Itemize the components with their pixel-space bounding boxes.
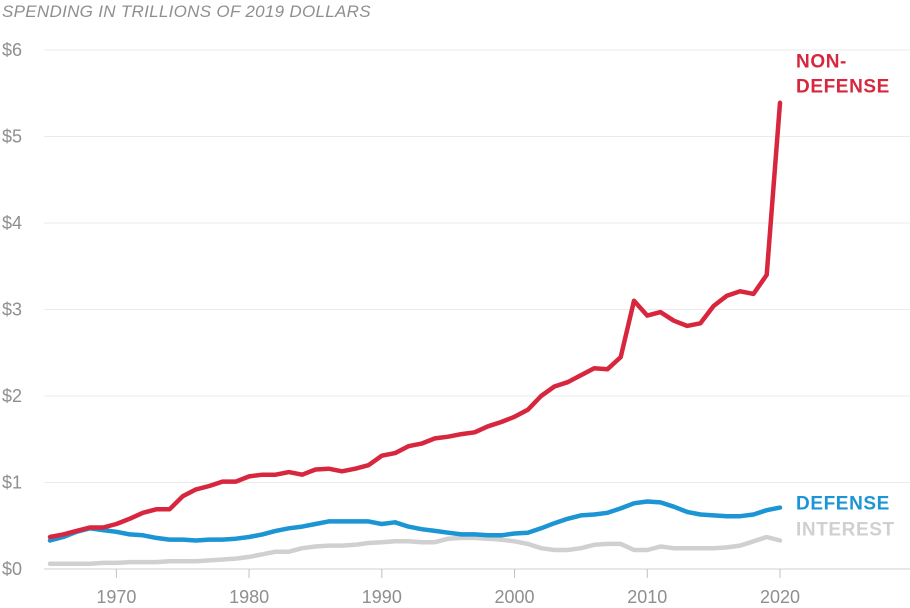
x-tick-label: 1970	[96, 587, 136, 607]
series-labels: NON- DEFENSE DEFENSE INTEREST	[796, 51, 895, 540]
series-line-defense	[47, 499, 783, 543]
series-label-non-defense: NON- DEFENSE	[796, 51, 890, 97]
y-tick-label: $2	[2, 386, 22, 406]
y-tick-label: $5	[2, 127, 22, 147]
series-label-line: NON-	[796, 51, 847, 72]
y-tick-label: $4	[2, 213, 22, 233]
x-axis-ticks: 1970 1980 1990 2000 2010 2020	[96, 569, 800, 607]
series-line-interest	[47, 534, 783, 567]
x-tick-label: 1990	[362, 587, 402, 607]
x-tick-label: 2000	[495, 587, 535, 607]
x-tick-label: 1980	[229, 587, 269, 607]
series-label-line: DEFENSE	[796, 494, 890, 515]
y-tick-label: $6	[2, 40, 22, 60]
y-tick-label: $1	[2, 473, 22, 493]
gridlines	[44, 49, 910, 570]
series-label-interest: INTEREST	[796, 519, 895, 540]
series-label-line: DEFENSE	[796, 76, 890, 97]
series-line-non-defense	[47, 100, 783, 540]
x-tick-label: 2010	[627, 587, 667, 607]
y-tick-label: $3	[2, 300, 22, 320]
y-tick-label: $0	[2, 559, 22, 579]
series-lines	[47, 100, 783, 567]
series-label-line: INTEREST	[796, 519, 895, 540]
x-tick-label: 2020	[760, 587, 800, 607]
chart-subtitle: SPENDING IN TRILLIONS OF 2019 DOLLARS	[2, 2, 371, 21]
series-label-defense: DEFENSE	[796, 494, 890, 515]
y-axis-ticks: $0 $1 $2 $3 $4 $5 $6	[2, 40, 22, 579]
